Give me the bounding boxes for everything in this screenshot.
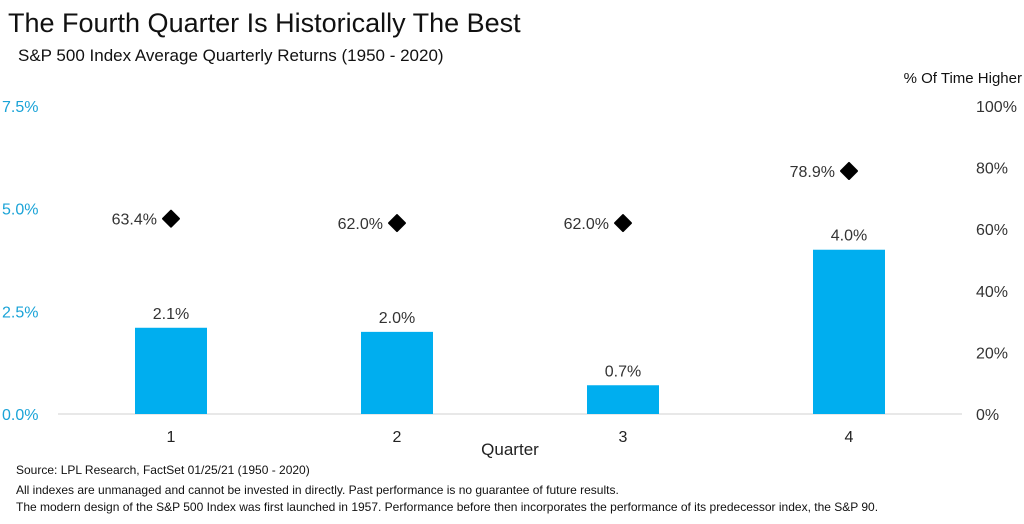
y-tick-right: 20% xyxy=(976,345,1008,362)
x-axis-title: Quarter xyxy=(481,440,539,459)
diamond-marker xyxy=(388,214,406,233)
y-tick-right: 80% xyxy=(976,161,1008,178)
bar xyxy=(361,331,433,414)
bar-data-label: 2.0% xyxy=(379,310,415,327)
x-tick-label: 2 xyxy=(393,429,402,446)
x-tick-label: 4 xyxy=(845,429,854,446)
footer-source: Source: LPL Research, FactSet 01/25/21 (… xyxy=(16,463,310,477)
footer-note: The modern design of the S&P 500 Index w… xyxy=(16,500,879,514)
y-tick-right: 40% xyxy=(976,284,1008,301)
y-tick-right: 60% xyxy=(976,222,1008,239)
y-tick-left: 0.0% xyxy=(2,407,38,424)
bar xyxy=(135,327,207,414)
bar xyxy=(587,385,659,414)
diamond-marker xyxy=(162,209,180,228)
y-tick-left: 5.0% xyxy=(2,202,38,219)
diamond-marker xyxy=(614,214,632,233)
marker-data-label: 63.4% xyxy=(112,212,157,229)
x-tick-label: 3 xyxy=(619,429,628,446)
y-tick-right: 0% xyxy=(976,407,999,424)
chart-subtitle: S&P 500 Index Average Quarterly Returns … xyxy=(18,46,444,65)
marker-data-label: 78.9% xyxy=(790,164,835,181)
bar-data-label: 0.7% xyxy=(605,363,641,380)
y-tick-left: 7.5% xyxy=(2,99,38,116)
bar xyxy=(813,249,885,414)
x-tick-label: 1 xyxy=(167,429,176,446)
footer-disclaimer: All indexes are unmanaged and cannot be … xyxy=(16,483,619,497)
right-axis-title: % Of Time Higher xyxy=(903,70,1022,87)
y-tick-left: 2.5% xyxy=(2,304,38,321)
bar-data-label: 2.1% xyxy=(153,306,189,323)
marker-data-label: 62.0% xyxy=(564,216,609,233)
marker-data-label: 62.0% xyxy=(338,216,383,233)
chart-title: The Fourth Quarter Is Historically The B… xyxy=(8,8,521,38)
y-tick-right: 100% xyxy=(976,99,1017,116)
diamond-marker xyxy=(840,161,858,180)
bar-data-label: 4.0% xyxy=(831,228,867,245)
